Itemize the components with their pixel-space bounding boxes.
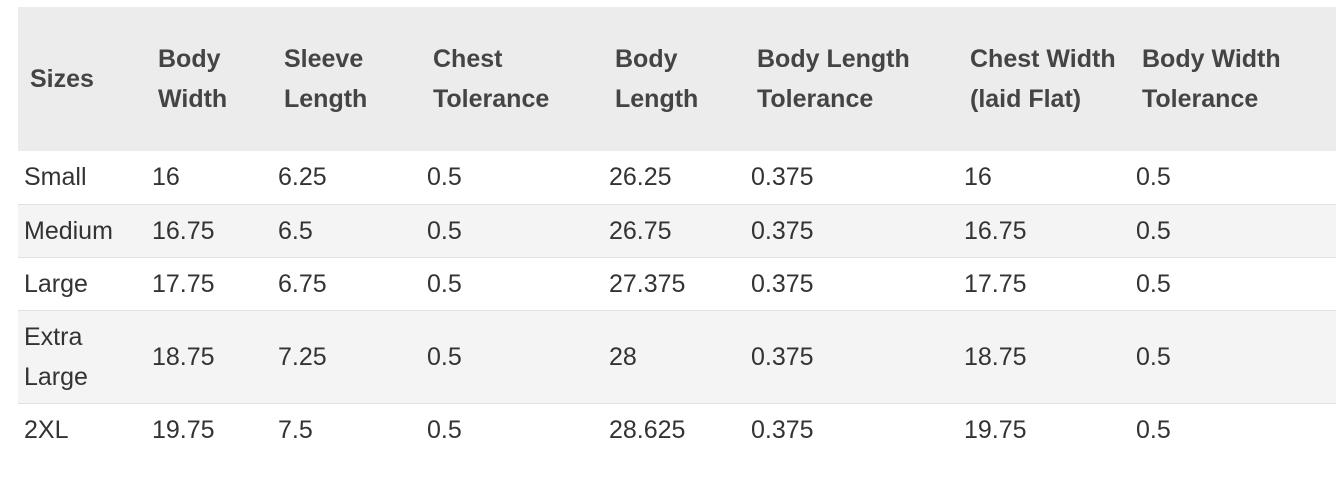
- table-row: Large 17.75 6.75 0.5 27.375 0.375 17.75 …: [18, 256, 1336, 310]
- cell-body-width-tolerance: 0.5: [1130, 203, 1336, 257]
- cell-chest-width: 17.75: [958, 256, 1130, 310]
- cell-size: 2XL: [18, 402, 146, 456]
- header-chest-tolerance: Chest Tolerance: [433, 45, 550, 113]
- cell-sleeve-length: 6.75: [272, 256, 421, 310]
- header-body-width-tolerance: Body Width Tolerance: [1142, 45, 1281, 113]
- cell-size: Small: [24, 163, 87, 192]
- table-row: Small 16 6.25 0.5 26.25 0.375 16 0.5: [18, 151, 1336, 204]
- cell-chest-width: 19.75: [958, 402, 1130, 456]
- cell-chest-width: 16: [964, 163, 992, 192]
- header-sleeve-length: Sleeve Length: [284, 45, 368, 113]
- header-row: Sizes Body Width Sleeve Length Chest Tol…: [18, 7, 1336, 151]
- cell-body-width: 18.75: [146, 309, 272, 403]
- cell-body-width: 16.75: [146, 203, 272, 257]
- cell-body-length: 27.375: [603, 256, 745, 310]
- header-chest-width-laid-flat: Chest Width (laid Flat): [970, 45, 1116, 113]
- cell-chest-width: 16.75: [958, 203, 1130, 257]
- header-body-length: Body Length: [615, 45, 699, 113]
- header-sizes: Sizes: [30, 65, 94, 93]
- table-header: Sizes Body Width Sleeve Length Chest Tol…: [18, 7, 1336, 151]
- header-body-length-tolerance: Body Length Tolerance: [757, 45, 910, 113]
- cell-chest-tolerance: 0.5: [421, 203, 603, 257]
- cell-body-length: 26.25: [609, 163, 672, 192]
- size-chart-table: Sizes Body Width Sleeve Length Chest Tol…: [18, 7, 1336, 456]
- cell-body-width-tolerance: 0.5: [1130, 309, 1336, 403]
- cell-body-length-tolerance: 0.375: [745, 203, 958, 257]
- cell-chest-tolerance: 0.5: [427, 163, 462, 192]
- cell-body-width-tolerance: 0.5: [1136, 163, 1171, 192]
- cell-sleeve-length: 7.25: [272, 309, 421, 403]
- cell-body-width: 17.75: [146, 256, 272, 310]
- cell-size: Extra Large: [18, 309, 146, 403]
- cell-body-length: 28: [603, 309, 745, 403]
- cell-body-length: 28.625: [603, 402, 745, 456]
- cell-body-length-tolerance: 0.375: [745, 256, 958, 310]
- cell-body-length-tolerance: 0.375: [745, 309, 958, 403]
- cell-body-width: 16: [152, 163, 180, 192]
- cell-sleeve-length: 6.5: [272, 203, 421, 257]
- cell-size: Large: [18, 256, 146, 310]
- cell-body-length: 26.75: [603, 203, 745, 257]
- table-body: Small 16 6.25 0.5 26.25 0.375 16 0.5 Med…: [18, 151, 1336, 456]
- header-body-width: Body Width: [158, 45, 228, 113]
- cell-sleeve-length: 7.5: [272, 402, 421, 456]
- cell-chest-tolerance: 0.5: [421, 256, 603, 310]
- cell-chest-tolerance: 0.5: [421, 402, 603, 456]
- cell-chest-tolerance: 0.5: [421, 309, 603, 403]
- cell-body-width-tolerance: 0.5: [1130, 256, 1336, 310]
- cell-body-length-tolerance: 0.375: [751, 163, 814, 192]
- table-row: Extra Large 18.75 7.25 0.5 28 0.375 18.7…: [18, 309, 1336, 403]
- cell-chest-width: 18.75: [958, 309, 1130, 403]
- table-row: 2XL 19.75 7.5 0.5 28.625 0.375 19.75 0.5: [18, 402, 1336, 456]
- cell-body-width-tolerance: 0.5: [1130, 402, 1336, 456]
- cell-sleeve-length: 6.25: [278, 163, 327, 192]
- cell-body-width: 19.75: [146, 402, 272, 456]
- cell-body-length-tolerance: 0.375: [745, 402, 958, 456]
- cell-size: Medium: [18, 203, 146, 257]
- table-row: Medium 16.75 6.5 0.5 26.75 0.375 16.75 0…: [18, 203, 1336, 257]
